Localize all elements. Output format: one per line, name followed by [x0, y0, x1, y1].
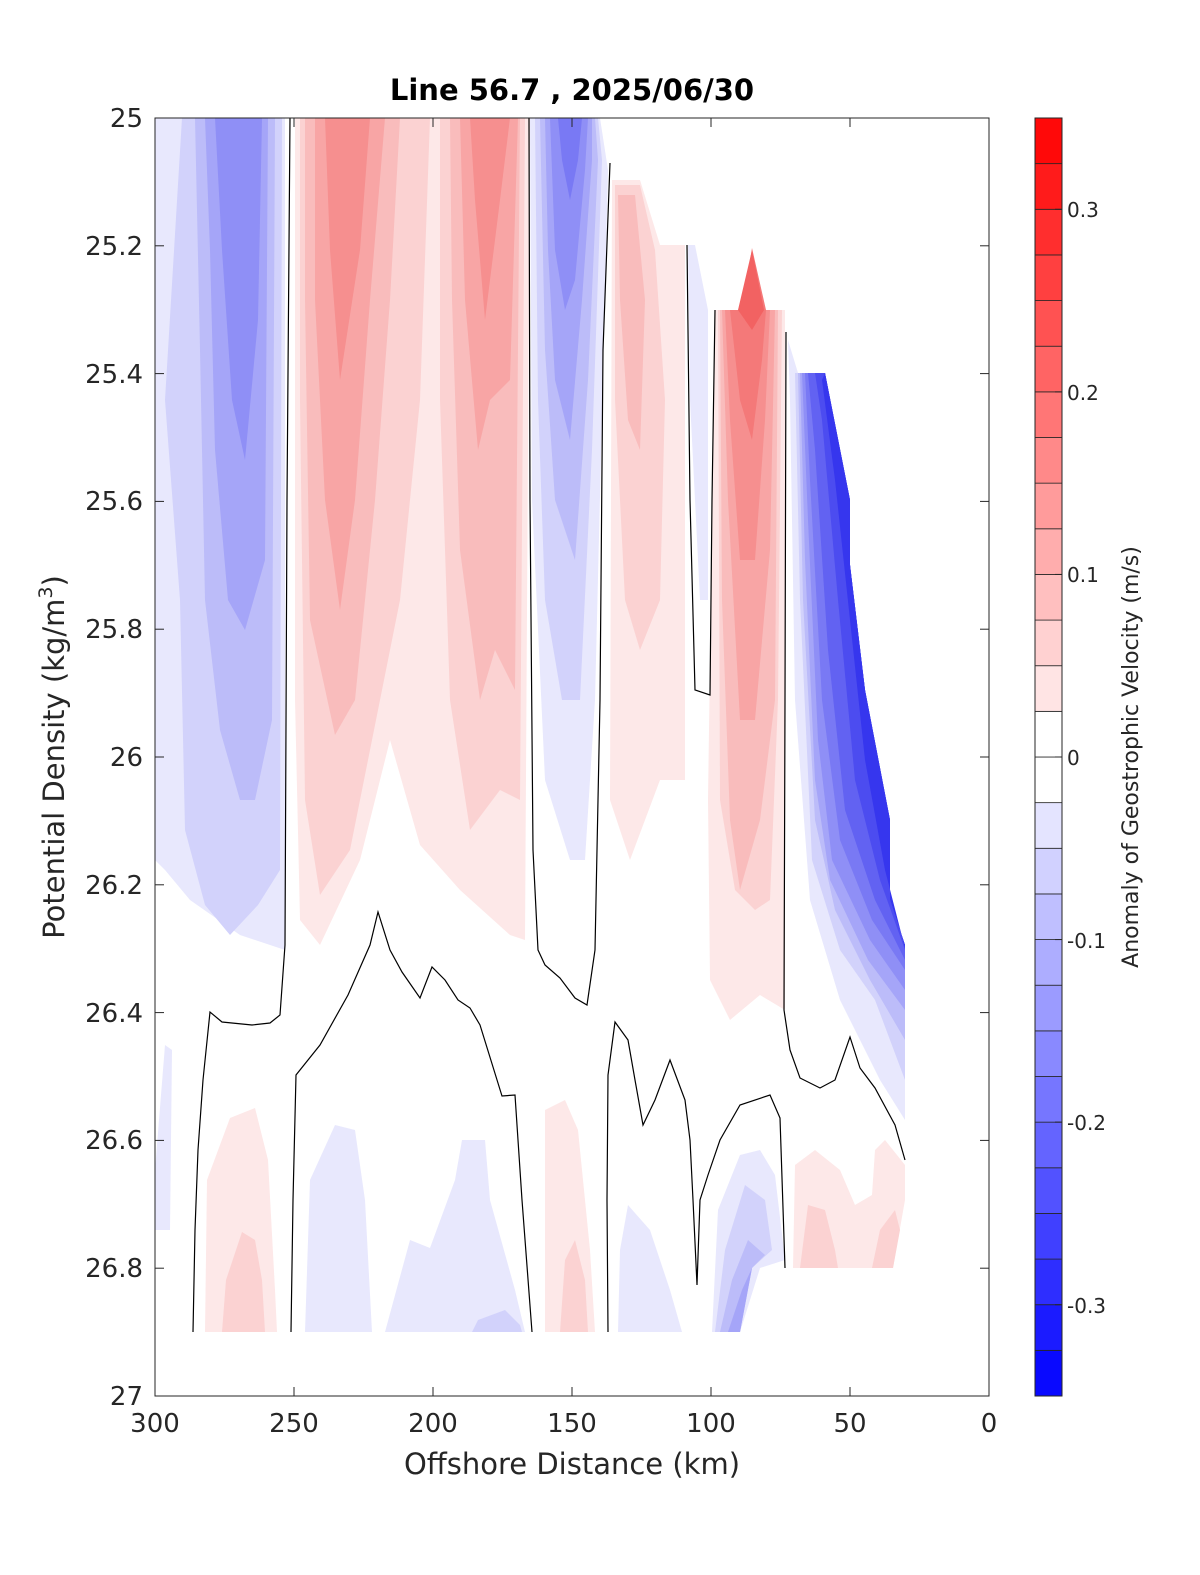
chart-title: Line 56.7 , 2025/06/30 [390, 73, 754, 107]
colorbar-band [1034, 756, 1063, 804]
y-axis [155, 117, 989, 1397]
x-tick-label: 100 [686, 1409, 736, 1439]
x-tick-label: 300 [130, 1409, 180, 1439]
colorbar-band [1034, 391, 1063, 438]
anomaly-patch [558, 118, 582, 200]
colorbar-band [1034, 802, 1063, 849]
anomaly-patch [470, 118, 510, 320]
colorbar-tick-label: 0.1 [1067, 563, 1099, 587]
y-tick-label: 27 [110, 1382, 143, 1412]
y-tick-label: 25.4 [85, 360, 143, 390]
anomaly-patch [728, 1268, 752, 1332]
colorbar-band [1034, 939, 1063, 986]
anomaly-patch [550, 118, 588, 310]
colorbar-band [1034, 1258, 1063, 1306]
y-tick-label: 25.8 [85, 615, 143, 645]
colorbar-band [1034, 1304, 1063, 1351]
colorbar-band [1034, 710, 1063, 758]
colorbar-band [1034, 1349, 1063, 1397]
y-tick-label: 26.6 [85, 1126, 143, 1156]
zero-contour [528, 118, 611, 1006]
colorbar-band [1034, 893, 1063, 940]
zero-contour [290, 909, 533, 1333]
colorbar-band [1034, 528, 1063, 575]
anomaly-patch [472, 1310, 522, 1332]
x-tick-labels: 300 250 200 150 100 50 0 [130, 1409, 997, 1439]
y-axis-label-superscript: 3 [35, 586, 57, 598]
colorbar-label: Anomaly of Geostrophic Velocity (m/s) [1119, 546, 1144, 968]
y-tick-label: 26.8 [85, 1254, 143, 1284]
x-tick-label: 50 [833, 1409, 866, 1439]
zero-contour [783, 331, 906, 1161]
y-axis-label-main: Potential Density (kg/m [37, 599, 71, 939]
colorbar-band [1034, 345, 1063, 393]
anomaly-patch [618, 1205, 682, 1332]
x-tick-label: 250 [269, 1409, 319, 1439]
colorbar-tick-label: 0.3 [1067, 198, 1099, 222]
colorbar-band [1034, 208, 1063, 256]
anomaly-patch [720, 1240, 765, 1332]
contour-fill-layer [155, 118, 906, 1333]
anomaly-patch [738, 250, 764, 330]
zero-contour [192, 118, 291, 1333]
y-tick-label: 25.6 [85, 487, 143, 517]
colorbar-band [1034, 619, 1063, 667]
x-tick-label: 0 [981, 1409, 998, 1439]
y-axis-label: Potential Density (kg/m3) [35, 575, 71, 939]
zero-contour-lines [192, 118, 906, 1333]
anomaly-patch [385, 1140, 525, 1332]
anomaly-patch [872, 1210, 900, 1268]
y-tick-labels: 25 25.2 25.4 25.6 25.8 26 26.2 26.4 26.6… [85, 104, 143, 1412]
colorbar-ticks [1055, 208, 1062, 1306]
anomaly-patch [325, 118, 370, 380]
anomaly-patch [822, 373, 905, 948]
colorbar-tick-label: 0 [1067, 746, 1080, 770]
x-tick-label: 200 [408, 1409, 458, 1439]
colorbar-band [1034, 847, 1063, 895]
colorbar-band [1034, 117, 1063, 165]
y-tick-label: 26.2 [85, 871, 143, 901]
zero-contour [686, 244, 716, 696]
anomaly-patch [800, 1205, 838, 1268]
y-tick-label: 26.4 [85, 999, 143, 1029]
x-axis [154, 118, 990, 1396]
colorbar-band [1034, 300, 1063, 347]
x-axis-label: Offshore Distance (km) [404, 1447, 740, 1481]
colorbar-tick-labels: -0.3 -0.2 -0.1 0 0.1 0.2 0.3 [1067, 198, 1106, 1318]
y-tick-label: 25.2 [85, 232, 143, 262]
colorbar-band [1034, 482, 1063, 530]
colorbar-band [1034, 1030, 1063, 1077]
colorbar-band [1034, 1167, 1063, 1214]
colorbar-band [1034, 1121, 1063, 1169]
colorbar-band [1034, 1213, 1063, 1260]
zero-contour [606, 1020, 786, 1333]
colorbar-tick-label: -0.1 [1067, 929, 1106, 953]
colorbar-tick-label: -0.3 [1067, 1294, 1106, 1318]
colorbar: -0.3 -0.2 -0.1 0 0.1 0.2 0.3 Anomaly of … [1034, 117, 1144, 1397]
colorbar-band [1034, 984, 1063, 1032]
anomaly-patch [222, 1232, 265, 1332]
colorbar-band [1034, 665, 1063, 712]
y-tick-label: 26 [110, 743, 143, 773]
anomaly-patch [688, 245, 708, 600]
colorbar-band [1034, 1076, 1063, 1123]
colorbar-band [1034, 163, 1063, 210]
colorbar-band [1034, 254, 1063, 301]
anomaly-patch [560, 1240, 588, 1332]
colorbar-band [1034, 437, 1063, 484]
anomaly-patch [618, 195, 645, 450]
y-tick-label: 25 [110, 104, 143, 134]
y-axis-label-close: ) [37, 575, 71, 586]
anomaly-patch [215, 118, 262, 460]
anomaly-patch [155, 1045, 172, 1230]
colorbar-band [1034, 574, 1063, 621]
anomaly-patch [305, 1125, 372, 1332]
colorbar-tick-label: -0.2 [1067, 1111, 1106, 1135]
x-tick-label: 150 [547, 1409, 597, 1439]
colorbar-tick-label: 0.2 [1067, 381, 1099, 405]
